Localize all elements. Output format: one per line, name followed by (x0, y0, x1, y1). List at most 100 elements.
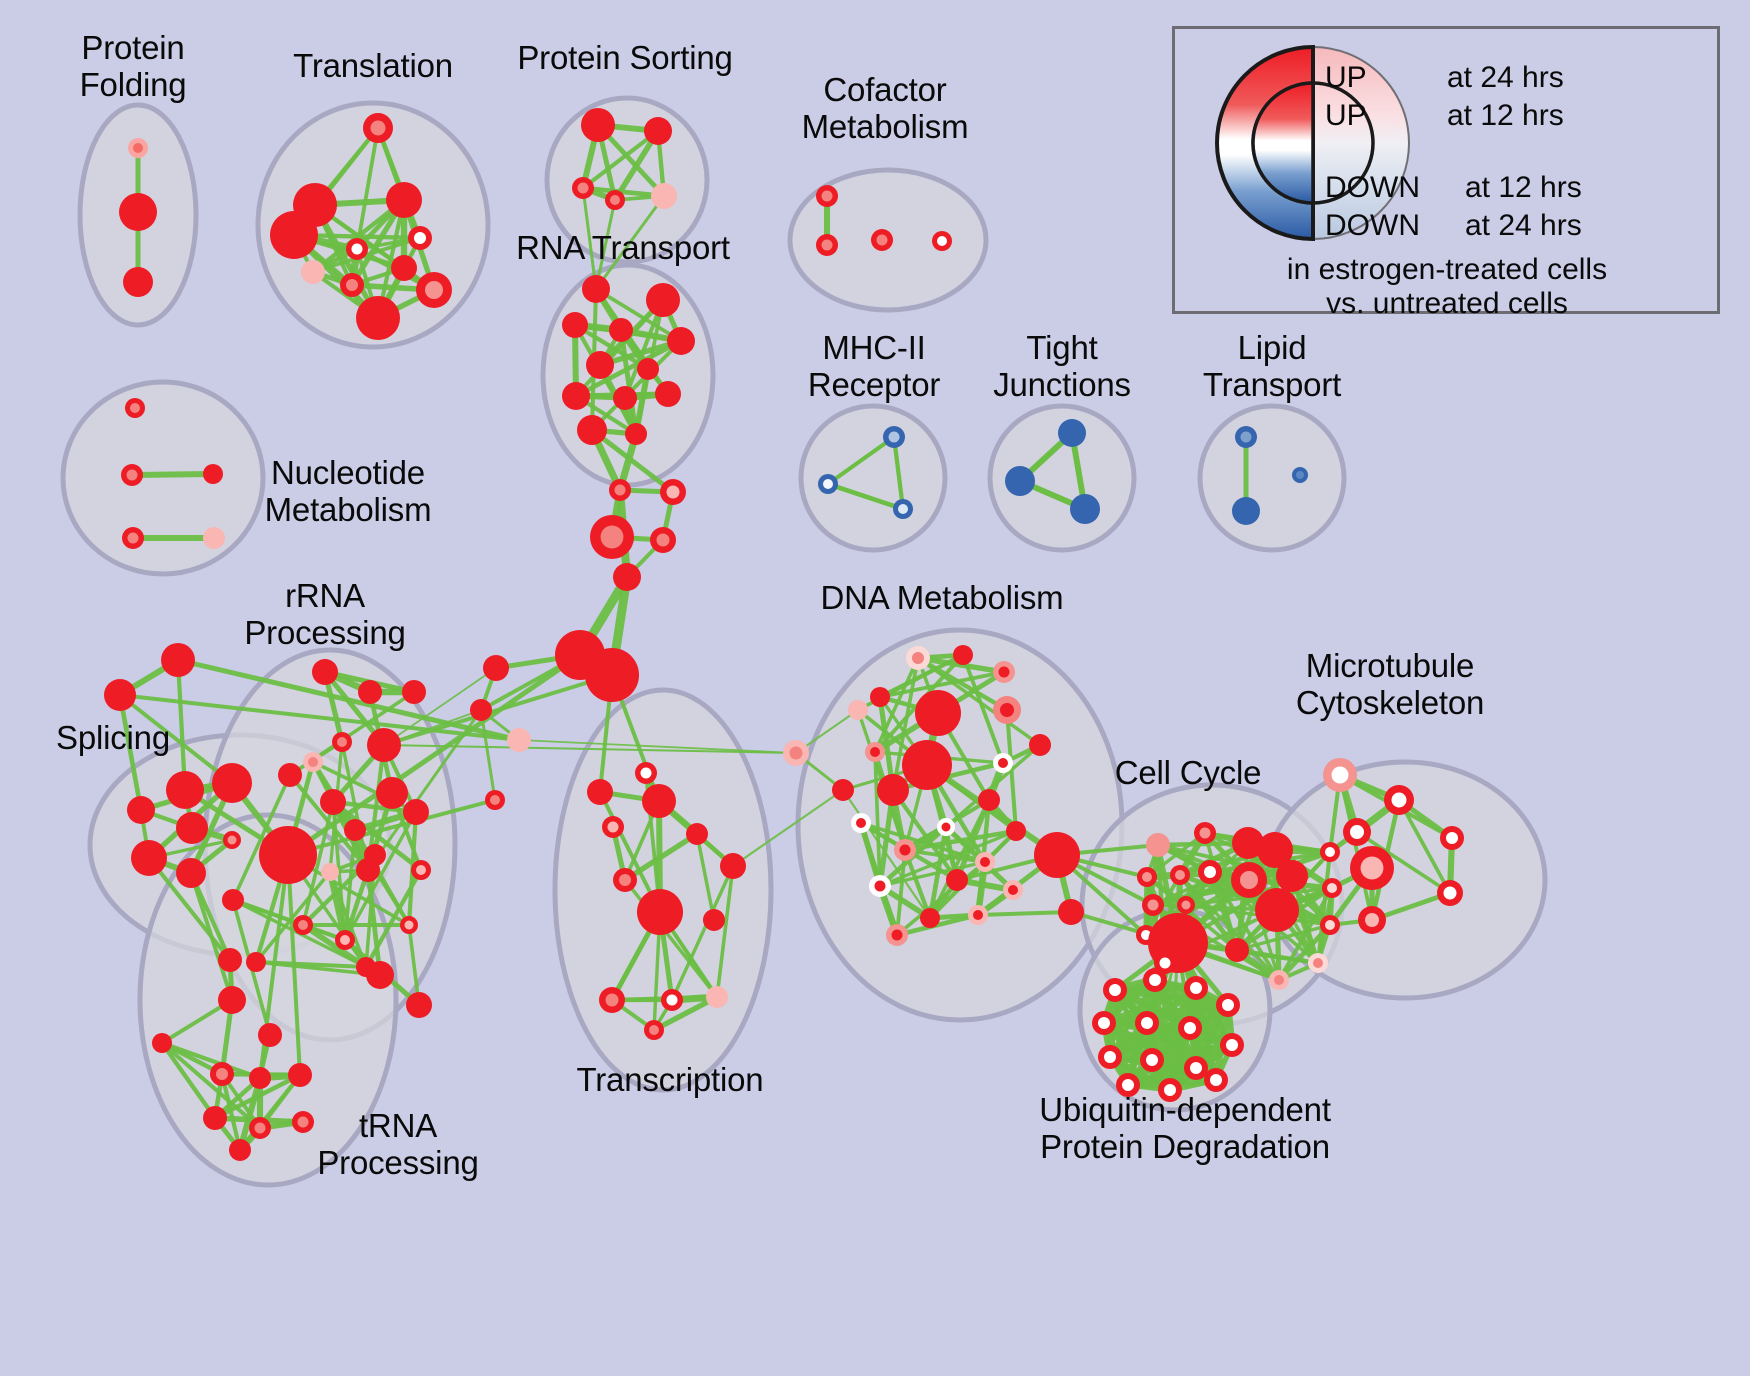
network-node[interactable] (293, 915, 313, 935)
network-node[interactable] (1170, 865, 1190, 885)
network-node[interactable] (1058, 419, 1086, 447)
network-node[interactable] (411, 860, 431, 880)
network-node[interactable] (1204, 1068, 1228, 1092)
network-node[interactable] (605, 190, 625, 210)
network-node[interactable] (587, 779, 613, 805)
network-node[interactable] (483, 655, 509, 681)
network-node[interactable] (886, 924, 908, 946)
network-node[interactable] (278, 763, 302, 787)
network-node[interactable] (572, 177, 594, 199)
network-node[interactable] (402, 680, 426, 704)
network-node[interactable] (937, 818, 955, 836)
network-node[interactable] (1005, 466, 1035, 496)
network-node[interactable] (161, 643, 195, 677)
network-node[interactable] (661, 989, 683, 1011)
network-node[interactable] (119, 193, 157, 231)
network-node[interactable] (1103, 978, 1127, 1002)
network-node[interactable] (218, 986, 246, 1014)
network-node[interactable] (993, 696, 1021, 724)
network-node[interactable] (1070, 494, 1100, 524)
network-node[interactable] (644, 117, 672, 145)
network-node[interactable] (376, 777, 408, 809)
network-node[interactable] (301, 260, 325, 284)
network-node[interactable] (865, 742, 885, 762)
network-node[interactable] (848, 700, 868, 720)
network-node[interactable] (1003, 880, 1023, 900)
network-node[interactable] (249, 1117, 271, 1139)
network-node[interactable] (249, 1067, 271, 1089)
network-node[interactable] (485, 790, 505, 810)
network-node[interactable] (920, 908, 940, 928)
network-node[interactable] (367, 728, 401, 762)
network-node[interactable] (1184, 976, 1208, 1000)
network-node[interactable] (1098, 1045, 1122, 1069)
network-node[interactable] (364, 844, 386, 866)
network-node[interactable] (1177, 896, 1195, 914)
network-node[interactable] (577, 415, 607, 445)
network-node[interactable] (203, 527, 225, 549)
network-node[interactable] (1276, 860, 1308, 892)
network-node[interactable] (978, 789, 1000, 811)
network-node[interactable] (332, 732, 352, 752)
network-node[interactable] (613, 386, 637, 410)
network-node[interactable] (346, 238, 368, 260)
network-node[interactable] (585, 648, 639, 702)
network-node[interactable] (635, 762, 657, 784)
network-node[interactable] (993, 753, 1013, 773)
network-node[interactable] (660, 479, 686, 505)
network-node[interactable] (1140, 1048, 1164, 1072)
network-node[interactable] (1178, 1016, 1202, 1040)
network-node[interactable] (1232, 497, 1260, 525)
network-node[interactable] (344, 819, 366, 841)
network-node[interactable] (1029, 734, 1051, 756)
network-node[interactable] (832, 779, 854, 801)
network-node[interactable] (893, 499, 913, 519)
network-node[interactable] (1092, 1011, 1116, 1035)
network-node[interactable] (223, 831, 241, 849)
network-node[interactable] (625, 423, 647, 445)
network-node[interactable] (667, 327, 695, 355)
network-node[interactable] (218, 948, 242, 972)
network-node[interactable] (870, 687, 890, 707)
network-node[interactable] (1235, 426, 1257, 448)
network-node[interactable] (335, 930, 355, 950)
network-node[interactable] (877, 774, 909, 806)
network-node[interactable] (1358, 906, 1386, 934)
network-node[interactable] (358, 680, 382, 704)
network-node[interactable] (562, 382, 590, 410)
network-node[interactable] (1322, 878, 1342, 898)
network-node[interactable] (1350, 846, 1394, 890)
network-node[interactable] (166, 771, 204, 809)
network-node[interactable] (644, 1020, 664, 1040)
network-node[interactable] (993, 661, 1015, 683)
network-node[interactable] (303, 752, 323, 772)
network-node[interactable] (599, 987, 625, 1013)
network-node[interactable] (125, 398, 145, 418)
network-node[interactable] (818, 474, 838, 494)
network-node[interactable] (932, 231, 952, 251)
network-node[interactable] (586, 351, 614, 379)
network-node[interactable] (1255, 888, 1299, 932)
network-node[interactable] (1198, 860, 1222, 884)
network-node[interactable] (386, 182, 422, 218)
network-node[interactable] (915, 690, 961, 736)
network-node[interactable] (613, 563, 641, 591)
network-node[interactable] (609, 318, 633, 342)
network-node[interactable] (270, 211, 318, 259)
network-node[interactable] (1154, 952, 1176, 974)
network-node[interactable] (356, 296, 400, 340)
network-node[interactable] (104, 679, 136, 711)
network-node[interactable] (783, 740, 809, 766)
network-node[interactable] (246, 952, 266, 972)
network-node[interactable] (582, 275, 610, 303)
network-node[interactable] (1225, 938, 1249, 962)
network-node[interactable] (1006, 821, 1026, 841)
network-node[interactable] (403, 799, 429, 825)
network-node[interactable] (1034, 832, 1080, 878)
network-node[interactable] (320, 789, 346, 815)
network-node[interactable] (902, 740, 952, 790)
network-node[interactable] (655, 381, 681, 407)
network-node[interactable] (816, 185, 838, 207)
network-node[interactable] (946, 869, 968, 891)
network-node[interactable] (1257, 832, 1293, 868)
